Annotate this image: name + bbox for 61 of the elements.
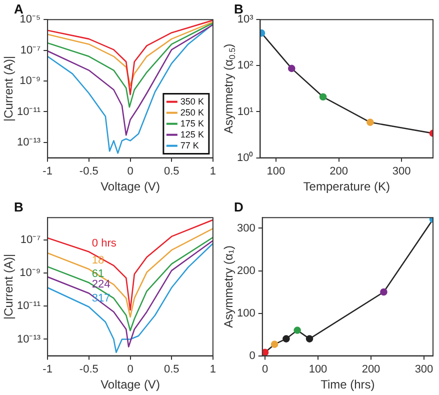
y-tick-label: 100: [236, 307, 256, 320]
point: [366, 118, 374, 126]
y-tick-label: 10⁻⁹: [20, 267, 41, 279]
y-tick-label: 10⁻⁷: [20, 234, 41, 246]
x-tick-label: 1: [210, 165, 216, 178]
point: [270, 340, 278, 348]
series-label: 18: [92, 254, 104, 267]
y-axis-title: |Current (A)|: [1, 254, 16, 320]
point: [380, 288, 388, 296]
legend-label: 77 K: [180, 140, 199, 150]
legend-label: 250 K: [180, 107, 204, 118]
x-tick-label: 200: [362, 363, 380, 376]
chart-title: B: [14, 199, 24, 214]
x-tick-label: -0.5: [79, 363, 98, 376]
y-tick-label: 10⁻¹³: [17, 333, 41, 346]
x-tick-label: -1: [42, 363, 52, 376]
point: [288, 64, 296, 72]
x-tick-label: 300: [392, 165, 411, 178]
chart-title: D: [234, 199, 244, 214]
x-tick-label: 0.5: [164, 363, 180, 376]
x-axis-title: Temperature (K): [303, 179, 390, 194]
x-tick-label: 1: [210, 363, 216, 376]
y-tick-label: 10⁻⁷: [20, 44, 41, 56]
y-tick-label: 0: [249, 350, 256, 362]
y-tick-label: 10⁻⁹: [20, 75, 41, 88]
point: [282, 335, 290, 342]
legend-label: 125 K: [180, 129, 204, 140]
x-tick-label: 0: [127, 165, 134, 178]
y-tick-label: 300: [236, 222, 256, 234]
y-axis-title: |Current (A)|: [1, 56, 16, 122]
point: [294, 326, 301, 334]
y-tick-label: 10⁻¹¹: [17, 300, 41, 312]
y-tick-label: 10⁻⁵: [20, 14, 41, 26]
x-tick-label: -1: [42, 165, 52, 178]
x-tick-label: 300: [414, 363, 434, 376]
series-label: 224: [92, 278, 110, 291]
legend-label: 350 K: [180, 96, 204, 106]
x-axis-title: Voltage (V): [100, 179, 160, 194]
point: [262, 348, 269, 356]
y-tick-label: 10⁻¹¹: [17, 106, 41, 118]
x-tick-label: 0.5: [164, 165, 180, 178]
x-tick-label: 100: [308, 363, 328, 376]
y-axis-title: Asymmetry (α0.5): [221, 44, 237, 134]
legend-label: 175 K: [180, 118, 204, 128]
x-tick-label: 100: [266, 165, 286, 178]
x-axis-title: Voltage (V): [100, 377, 160, 392]
y-tick-label: 10⁰: [236, 150, 254, 164]
point: [306, 335, 314, 342]
y-tick-label: 10⁻¹³: [17, 136, 41, 148]
x-tick-label: -0.5: [79, 165, 98, 178]
x-tick-label: 200: [330, 165, 348, 178]
y-axis-title: Asymmetry (α₁): [221, 246, 236, 328]
y-tick-label: 200: [236, 264, 256, 277]
y-tick-label: 10²: [237, 60, 254, 72]
y-tick-label: 10¹: [237, 106, 254, 118]
x-axis-title: Time (hrs): [320, 377, 375, 392]
y-tick-label: 10³: [237, 14, 254, 26]
series-label: 0 hrs: [92, 237, 117, 250]
x-tick-label: 0: [262, 363, 268, 376]
point: [319, 93, 327, 101]
x-tick-label: 0: [127, 363, 134, 376]
